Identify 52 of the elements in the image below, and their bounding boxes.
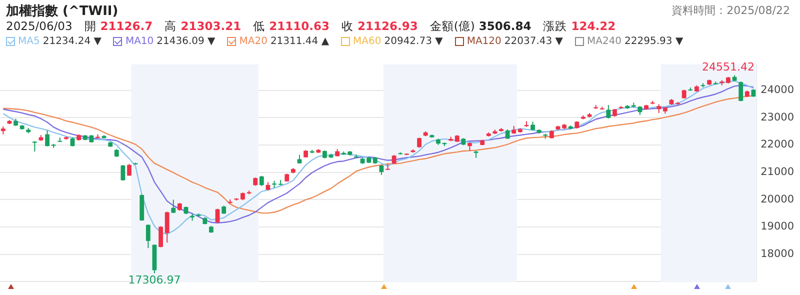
- text: 21126.7: [100, 19, 153, 33]
- text: 2025/06/03: [6, 19, 72, 33]
- candlestick: [120, 164, 126, 182]
- text: MA240: [586, 36, 622, 47]
- text: 21110.63: [269, 19, 330, 33]
- y-tick-label: 23000: [760, 111, 794, 124]
- y-tick-label: 22000: [760, 138, 794, 151]
- chart-title: 加權指數 (^TWII): [6, 3, 118, 20]
- text: 21303.21: [180, 19, 242, 33]
- candlestick: [45, 130, 50, 147]
- candlestick: [158, 226, 163, 248]
- y-tick-label: 20000: [760, 193, 794, 206]
- text: 21311.44 ▲: [270, 36, 330, 47]
- text: 22037.43 ▼: [504, 36, 563, 47]
- legend-label: MA5: [18, 36, 40, 47]
- text: 124.22: [571, 19, 616, 33]
- text: MA120: [466, 36, 502, 47]
- annotation: 17306.97: [128, 274, 181, 287]
- text: 21126.93: [357, 19, 418, 33]
- y-tick-label: 21000: [760, 166, 794, 178]
- candlestick: [738, 81, 744, 102]
- text: 22295.93 ▼: [624, 36, 684, 47]
- candlestick: [379, 164, 384, 176]
- text: 資料時間：2025/08/22: [672, 3, 790, 18]
- text: 低: [253, 19, 266, 33]
- text: 21234.24 ▼: [42, 36, 102, 47]
- legend-label: MA10: [125, 36, 154, 47]
- candlestick: [386, 164, 390, 170]
- candlestick: [505, 128, 510, 140]
- candlestick: [259, 175, 264, 186]
- text: 開: [84, 19, 96, 33]
- text: 金額(億): [430, 19, 475, 33]
- y-tick-label: 18000: [760, 248, 794, 260]
- candlestick: [164, 211, 170, 244]
- candlestick: [215, 208, 220, 224]
- y-tick-label: 19000: [760, 220, 794, 233]
- text: 收: [341, 19, 354, 33]
- text: 3506.84: [478, 19, 532, 33]
- text: 高: [164, 19, 177, 33]
- legend-label: MA20: [239, 36, 268, 47]
- candlestick: [32, 140, 37, 152]
- text: MA60: [353, 36, 382, 47]
- text: 21436.09 ▼: [156, 36, 216, 47]
- candlestick: [417, 137, 422, 148]
- candlestick: [146, 224, 150, 249]
- y-tick-label: 24000: [760, 84, 794, 96]
- annotation: 24551.42: [702, 60, 755, 74]
- candlestick: [127, 163, 132, 176]
- text: 漲跌: [543, 19, 568, 33]
- candlestick: [171, 199, 176, 214]
- candlestick: [606, 104, 611, 119]
- text: 20942.73 ▼: [384, 36, 443, 47]
